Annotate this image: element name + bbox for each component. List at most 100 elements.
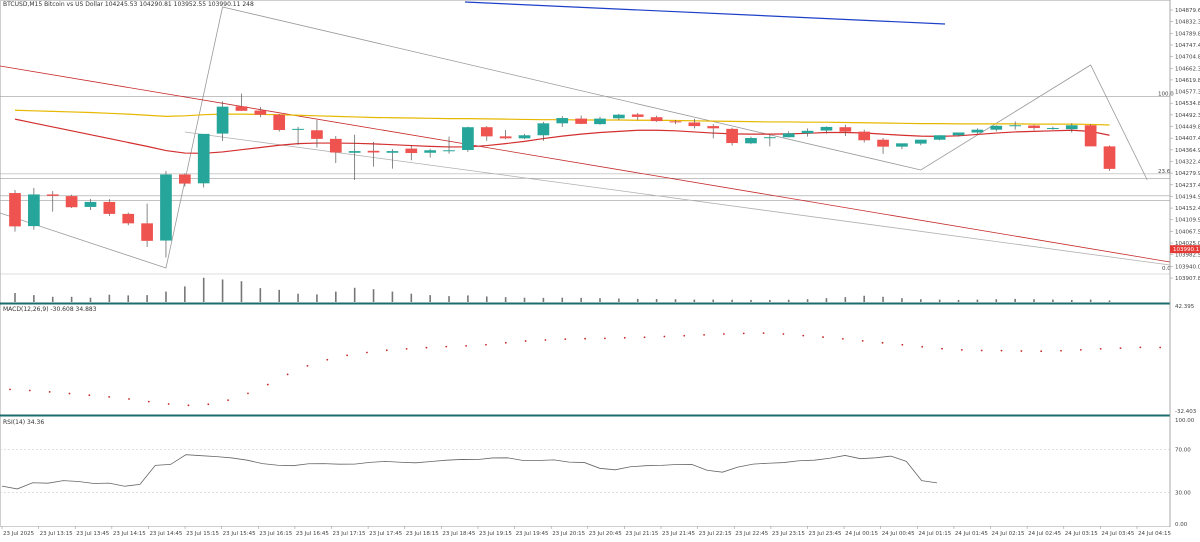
price-tick-label: 104364.92 <box>1175 148 1200 154</box>
macd-signal-dot <box>227 399 230 402</box>
moving-average-fast <box>14 118 1110 154</box>
time-tick-label: 23 Jul 21:15 <box>625 531 658 537</box>
time-tick-label: 23 Jul 20:45 <box>589 531 622 537</box>
candle-body <box>839 127 852 132</box>
candle <box>405 145 418 161</box>
candle-body <box>631 114 644 117</box>
macd-signal-dot <box>683 334 686 337</box>
current-price-label: 103990.11 <box>1173 247 1200 253</box>
macd-axis-label: 42.395 <box>1175 304 1195 310</box>
candle <box>707 124 720 139</box>
macd-signal-dot <box>48 391 51 393</box>
macd-signal-dot <box>564 338 567 341</box>
candle-body <box>9 193 21 227</box>
candle <box>575 115 587 125</box>
candle <box>763 134 776 147</box>
macd-signal-dot <box>346 354 349 357</box>
price-tick-label: 103982.55 <box>1175 253 1200 259</box>
rsi-pane <box>0 449 1170 493</box>
candle <box>9 189 21 232</box>
macd-signal-dot <box>544 339 547 341</box>
candle <box>424 148 437 158</box>
candle-body <box>650 117 663 122</box>
macd-signal-dot <box>881 341 884 344</box>
candle <box>1028 124 1040 131</box>
rsi-axis-label: 100.00 <box>1175 418 1195 424</box>
candle-body <box>518 135 531 139</box>
candle <box>65 194 78 209</box>
macd-signal-dot <box>822 336 824 338</box>
candle <box>46 191 59 212</box>
candle-body <box>273 114 286 130</box>
candle-body <box>65 196 78 208</box>
candle-body <box>46 194 59 196</box>
price-tick-label: 104879.63 <box>1175 8 1200 14</box>
candle-body <box>235 106 248 111</box>
candle-body <box>990 125 1003 130</box>
fib-label: 23.6 <box>1158 169 1171 175</box>
candle <box>84 198 97 210</box>
candle <box>28 188 40 230</box>
rsi-line <box>1 454 938 490</box>
rsi-info: RSI(14) 34.36 <box>3 419 45 426</box>
macd-signal-dot <box>584 337 586 340</box>
macd-signal-dot <box>28 389 31 392</box>
macd-signal-dot <box>108 396 111 398</box>
time-tick-label: 23 Jul 13:15 <box>40 531 73 537</box>
macd-signal-dot <box>385 349 388 352</box>
candle <box>971 128 984 134</box>
macd-signal-dot <box>703 333 705 336</box>
time-tick-label: 23 Jul 23:45 <box>808 531 841 537</box>
price-tick-label: 104747.40 <box>1175 43 1200 49</box>
candle <box>462 126 474 152</box>
candle-body <box>858 131 871 141</box>
macd-signal-dot <box>663 335 666 338</box>
macd-signal-dot <box>147 400 150 403</box>
symbol-info: BTCUSD,M15 Bitcoin vs US Dollar 104245.5… <box>3 1 254 8</box>
candle <box>443 136 455 154</box>
macd-signal-dot <box>802 334 805 337</box>
candle-body <box>122 213 135 224</box>
price-tick-label: 104534.84 <box>1175 101 1200 107</box>
time-tick-label: 23 Jul 14:15 <box>113 531 146 537</box>
macd-signal-dot <box>1159 346 1162 349</box>
candle-body <box>499 136 512 139</box>
macd-signal-dot <box>326 358 329 361</box>
candle-body <box>254 110 267 115</box>
plot-frame <box>0 0 1171 527</box>
candle <box>197 133 210 188</box>
macd-signal-dot <box>643 336 646 339</box>
candle <box>914 139 927 146</box>
candle-body <box>613 114 625 119</box>
macd-signal-dot <box>1020 350 1023 352</box>
candle-body <box>820 126 833 131</box>
candle-body <box>707 126 720 129</box>
candle-body <box>914 139 927 144</box>
candle <box>650 115 663 122</box>
candle-body <box>933 135 946 140</box>
macd-signal-dot <box>921 345 924 348</box>
macd-signal-dot <box>167 403 170 405</box>
price-tick-label: 104322.44 <box>1175 159 1200 165</box>
candle-body <box>386 151 399 153</box>
candle <box>1084 124 1097 147</box>
candle-body <box>160 174 172 241</box>
candle <box>990 125 1003 132</box>
candle <box>141 203 153 247</box>
candle <box>594 116 606 125</box>
macd-signal-dot <box>68 392 71 395</box>
candle <box>1065 123 1078 133</box>
price-tick-label: 104109.99 <box>1175 218 1200 224</box>
candle-body <box>1028 125 1040 129</box>
macd-signal-dot <box>266 383 269 386</box>
time-tick-label: 23 Jul 16:45 <box>296 531 329 537</box>
candle-body <box>28 194 40 227</box>
macd-signal-dot <box>1119 347 1122 350</box>
fib-label: 0.0 <box>1162 266 1171 272</box>
candle-body <box>745 138 757 144</box>
candle <box>669 119 682 125</box>
macd-signal-dot <box>941 347 943 350</box>
candle <box>386 149 399 169</box>
macd-signal-dot <box>1139 346 1142 349</box>
